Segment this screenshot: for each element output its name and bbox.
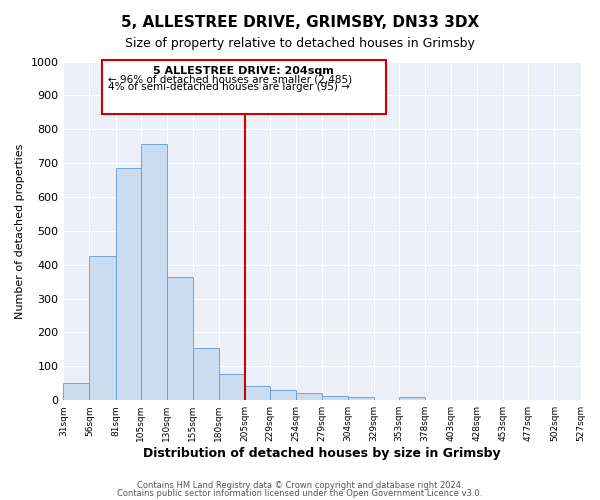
Bar [89,256,116,400]
X-axis label: Distribution of detached houses by size in Grimsby: Distribution of detached houses by size … [143,447,501,460]
FancyBboxPatch shape [102,60,386,114]
Text: 5, ALLESTREE DRIVE, GRIMSBY, DN33 3DX: 5, ALLESTREE DRIVE, GRIMSBY, DN33 3DX [121,15,479,30]
Bar [245,386,270,400]
Bar [296,394,322,400]
Bar [399,397,425,400]
Bar [270,390,296,400]
Bar [322,396,348,400]
Text: 5 ALLESTREE DRIVE: 204sqm: 5 ALLESTREE DRIVE: 204sqm [154,66,334,76]
Bar [193,348,219,400]
Bar [64,382,89,400]
Bar [219,374,245,400]
Text: 4% of semi-detached houses are larger (95) →: 4% of semi-detached houses are larger (9… [108,82,350,92]
Bar [167,278,193,400]
Text: ← 96% of detached houses are smaller (2,485): ← 96% of detached houses are smaller (2,… [108,74,352,85]
Text: Size of property relative to detached houses in Grimsby: Size of property relative to detached ho… [125,38,475,51]
Bar [116,168,140,400]
Bar [348,397,374,400]
Text: Contains HM Land Registry data © Crown copyright and database right 2024.: Contains HM Land Registry data © Crown c… [137,480,463,490]
Bar [140,144,167,400]
Y-axis label: Number of detached properties: Number of detached properties [15,143,25,318]
Text: Contains public sector information licensed under the Open Government Licence v3: Contains public sector information licen… [118,489,482,498]
